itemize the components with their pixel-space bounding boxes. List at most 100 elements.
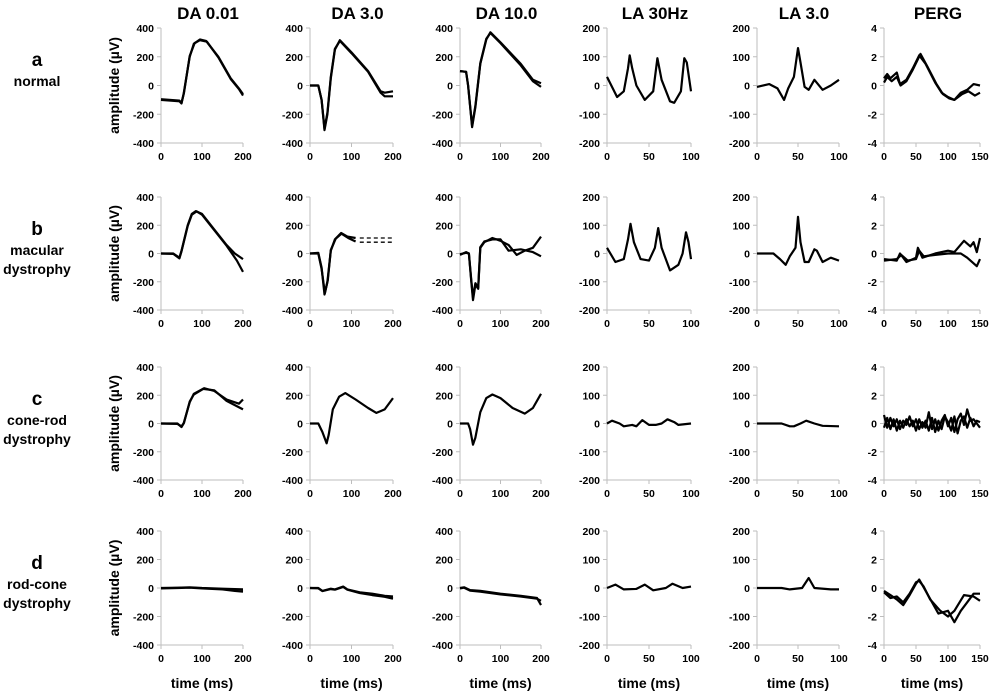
waveform-trace [161, 387, 244, 429]
y-tick-label: -400 [432, 138, 453, 150]
y-tick-label: 400 [136, 23, 154, 35]
x-tick-label: 50 [910, 318, 922, 330]
y-tick-label: 0 [744, 419, 750, 431]
x-tick-label: 100 [193, 318, 211, 330]
y-tick-label: 200 [732, 526, 750, 538]
x-axis-label: time (ms) [320, 675, 382, 691]
x-tick-label: 0 [754, 488, 760, 500]
y-tick-label: 100 [732, 555, 750, 567]
waveform-trace [160, 38, 244, 105]
y-tick-label: 0 [871, 249, 877, 261]
waveform-trace [309, 231, 356, 296]
x-tick-label: 200 [384, 488, 402, 500]
y-tick-label: 0 [148, 249, 154, 261]
y-tick-label: 2 [871, 555, 877, 567]
y-tick-label: 200 [732, 192, 750, 204]
y-tick-label: 4 [871, 526, 877, 538]
waveform-trace [883, 249, 982, 268]
y-tick-label: 200 [285, 52, 303, 64]
y-tick-label: 0 [871, 81, 877, 93]
y-tick-label: -200 [432, 277, 453, 289]
y-tick-label: 2 [871, 390, 877, 402]
y-tick-label: 0 [744, 81, 750, 93]
y-tick-label: -200 [579, 305, 600, 317]
x-tick-label: 100 [682, 318, 700, 330]
x-tick-label: 50 [643, 653, 655, 665]
waveform-trace [309, 585, 394, 600]
x-tick-label: 100 [193, 653, 211, 665]
x-tick-label: 50 [792, 488, 804, 500]
row-label: dystrophy [3, 261, 71, 277]
x-tick-label: 100 [830, 151, 848, 163]
row-label: rod-cone [7, 576, 67, 592]
y-tick-label: -100 [729, 277, 750, 289]
column-title: LA 3.0 [779, 4, 829, 23]
x-tick-label: 100 [193, 151, 211, 163]
x-tick-label: 50 [643, 488, 655, 500]
x-axis-label: time (ms) [618, 675, 680, 691]
waveform-trace [883, 52, 981, 102]
waveform-trace [459, 31, 542, 129]
x-tick-label: 100 [682, 653, 700, 665]
y-tick-label: 0 [594, 81, 600, 93]
x-tick-label: 100 [492, 653, 510, 665]
x-tick-label: 0 [881, 488, 887, 500]
waveform-trace [606, 582, 692, 592]
x-tick-label: 100 [939, 488, 957, 500]
y-tick-label: -200 [729, 138, 750, 150]
y-tick-label: 200 [136, 220, 154, 232]
y-tick-label: 200 [582, 23, 600, 35]
y-tick-label: 400 [136, 526, 154, 538]
waveform-trace [459, 238, 542, 299]
y-tick-label: 100 [582, 52, 600, 64]
x-tick-label: 200 [234, 488, 252, 500]
x-tick-label: 150 [971, 318, 989, 330]
x-tick-label: 150 [971, 653, 989, 665]
x-tick-label: 100 [492, 318, 510, 330]
y-tick-label: 0 [297, 249, 303, 261]
y-tick-label: 200 [435, 555, 453, 567]
y-tick-label: 400 [285, 192, 303, 204]
x-tick-label: 100 [939, 318, 957, 330]
waveform-trace [160, 387, 244, 428]
y-tick-label: 100 [582, 390, 600, 402]
y-tick-label: 200 [732, 362, 750, 374]
row-letter: a [32, 50, 43, 71]
y-tick-label: -2 [868, 109, 877, 121]
y-tick-label: 4 [871, 23, 877, 35]
y-tick-label: -4 [868, 138, 877, 150]
x-tick-label: 50 [910, 151, 922, 163]
y-tick-label: -400 [133, 138, 154, 150]
x-axis-label: time (ms) [901, 675, 963, 691]
x-tick-label: 50 [643, 151, 655, 163]
waveform-trace [310, 392, 394, 445]
y-tick-label: 200 [435, 52, 453, 64]
y-tick-label: 200 [435, 220, 453, 232]
y-tick-label: -200 [729, 305, 750, 317]
y-tick-label: 2 [871, 220, 877, 232]
row-label: normal [14, 73, 61, 89]
y-tick-label: 4 [871, 362, 877, 374]
y-tick-label: 0 [744, 249, 750, 261]
y-tick-label: -100 [579, 447, 600, 459]
y-tick-label: -4 [868, 305, 877, 317]
waveform-trace [606, 222, 693, 272]
x-tick-label: 100 [830, 318, 848, 330]
x-tick-label: 100 [492, 488, 510, 500]
y-tick-label: -400 [282, 138, 303, 150]
x-tick-label: 100 [343, 318, 361, 330]
x-tick-label: 0 [307, 318, 313, 330]
waveform-trace [459, 31, 542, 127]
x-tick-label: 0 [457, 653, 463, 665]
x-tick-label: 50 [910, 488, 922, 500]
y-tick-label: -400 [133, 475, 154, 487]
y-tick-label: 400 [435, 362, 453, 374]
y-tick-label: -4 [868, 475, 877, 487]
y-tick-label: -400 [282, 305, 303, 317]
x-tick-label: 200 [234, 151, 252, 163]
y-tick-label: 200 [285, 555, 303, 567]
waveform-trace [757, 419, 840, 428]
y-tick-label: 0 [871, 583, 877, 595]
y-tick-label: -200 [282, 277, 303, 289]
y-tick-label: 0 [594, 419, 600, 431]
